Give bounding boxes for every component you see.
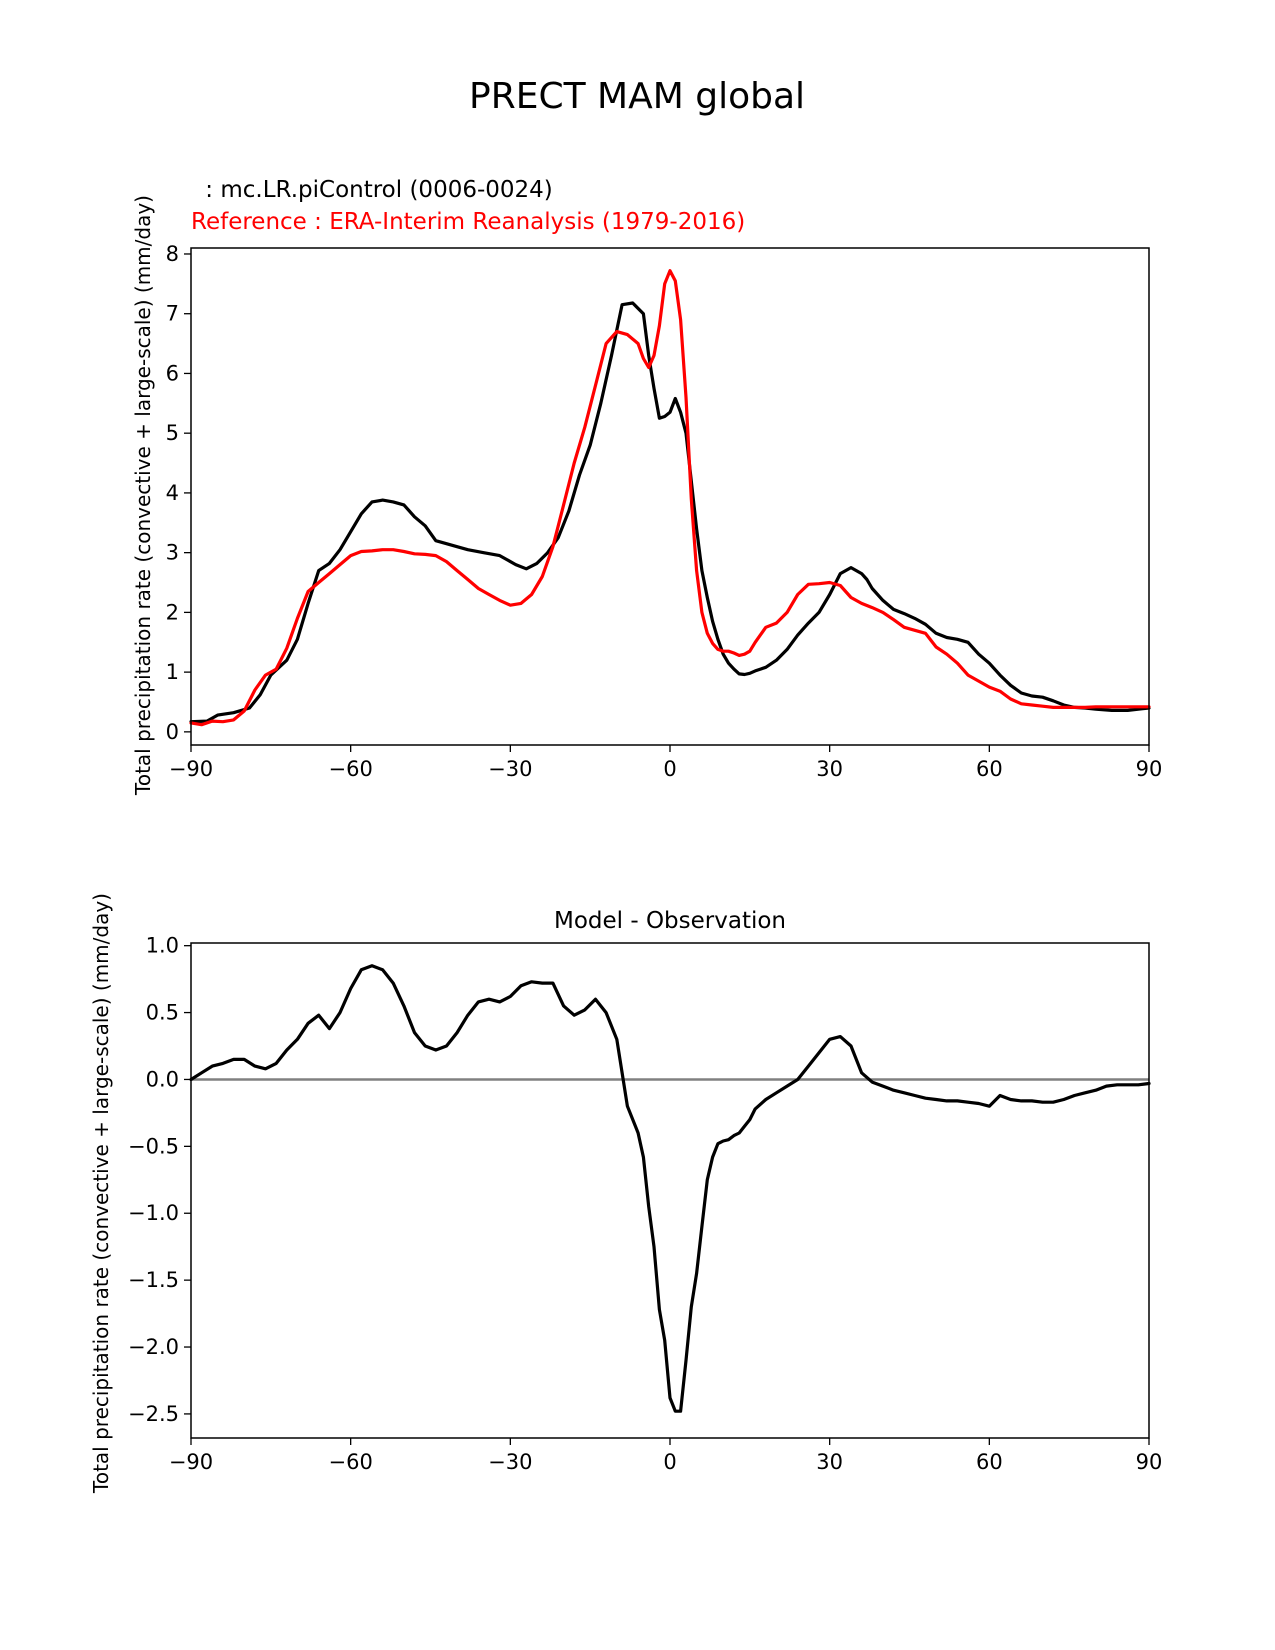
- y-tick-label: 8: [166, 242, 179, 266]
- y-tick-label: −1.0: [128, 1201, 179, 1225]
- y-tick-label: 7: [166, 302, 179, 326]
- top-axes-ticks: −90 −60 −30 0 30 60 90 0 1 2 3 4 5 6 7 8: [166, 242, 1163, 781]
- reference-series-line: [189, 269, 1151, 727]
- y-tick-label: −0.5: [128, 1134, 179, 1158]
- y-tick-label: −2.5: [128, 1402, 179, 1426]
- top-y-axis-label: Total precipitation rate (convective + l…: [131, 195, 155, 796]
- x-tick-label: −30: [488, 757, 532, 781]
- x-tick-label: 60: [976, 757, 1003, 781]
- x-tick-label: 30: [816, 1450, 843, 1474]
- x-tick-label: 60: [976, 1450, 1003, 1474]
- y-tick-label: 0.0: [146, 1067, 179, 1091]
- bottom-axes-ticks: −90 −60 −30 0 30 60 90 1.0 0.5 0.0 −0.5 −1.0 −1.5 −2.…: [128, 934, 1162, 1474]
- difference-series-line: [189, 964, 1151, 1413]
- y-tick-label: −2.0: [128, 1335, 179, 1359]
- y-tick-label: 3: [166, 541, 179, 565]
- x-tick-label: 0: [663, 1450, 676, 1474]
- y-tick-label: −1.5: [128, 1268, 179, 1292]
- y-tick-label: 1: [166, 660, 179, 684]
- figure-title: PRECT MAM global: [469, 76, 805, 117]
- x-tick-label: −90: [169, 1450, 213, 1474]
- y-tick-label: 1.0: [146, 934, 179, 958]
- top-plot-lines: [189, 269, 1151, 727]
- bottom-axes-frame: [190, 942, 1150, 1439]
- y-tick-label: 0: [166, 720, 179, 744]
- x-tick-label: 90: [1136, 757, 1163, 781]
- y-tick-label: 0.5: [146, 1001, 179, 1025]
- x-tick-label: −30: [488, 1450, 532, 1474]
- x-tick-label: −60: [329, 757, 373, 781]
- y-tick-label: 4: [166, 481, 179, 505]
- bottom-chart-title: Model - Observation: [554, 908, 786, 934]
- x-tick-label: −60: [329, 1450, 373, 1474]
- top-panel: : mc.LR.piControl (0006-0024) Reference …: [131, 177, 1162, 796]
- x-tick-label: 0: [663, 757, 676, 781]
- bottom-y-axis-label: Total precipitation rate (convective + l…: [89, 893, 113, 1494]
- legend-reference-label: Reference : ERA-Interim Reanalysis (1979…: [191, 209, 745, 235]
- y-tick-label: 6: [166, 361, 179, 385]
- y-tick-label: 2: [166, 600, 179, 624]
- model-series-line: [189, 301, 1151, 724]
- y-tick-label: 5: [166, 421, 179, 445]
- legend-model-label: : mc.LR.piControl (0006-0024): [198, 177, 553, 203]
- x-tick-label: 30: [816, 757, 843, 781]
- bottom-panel: Model - Observation Total precipitation …: [89, 893, 1162, 1494]
- x-tick-label: 90: [1136, 1450, 1163, 1474]
- top-axes-frame: [190, 247, 1150, 746]
- bottom-plot-lines: [189, 964, 1151, 1413]
- x-tick-label: −90: [169, 757, 213, 781]
